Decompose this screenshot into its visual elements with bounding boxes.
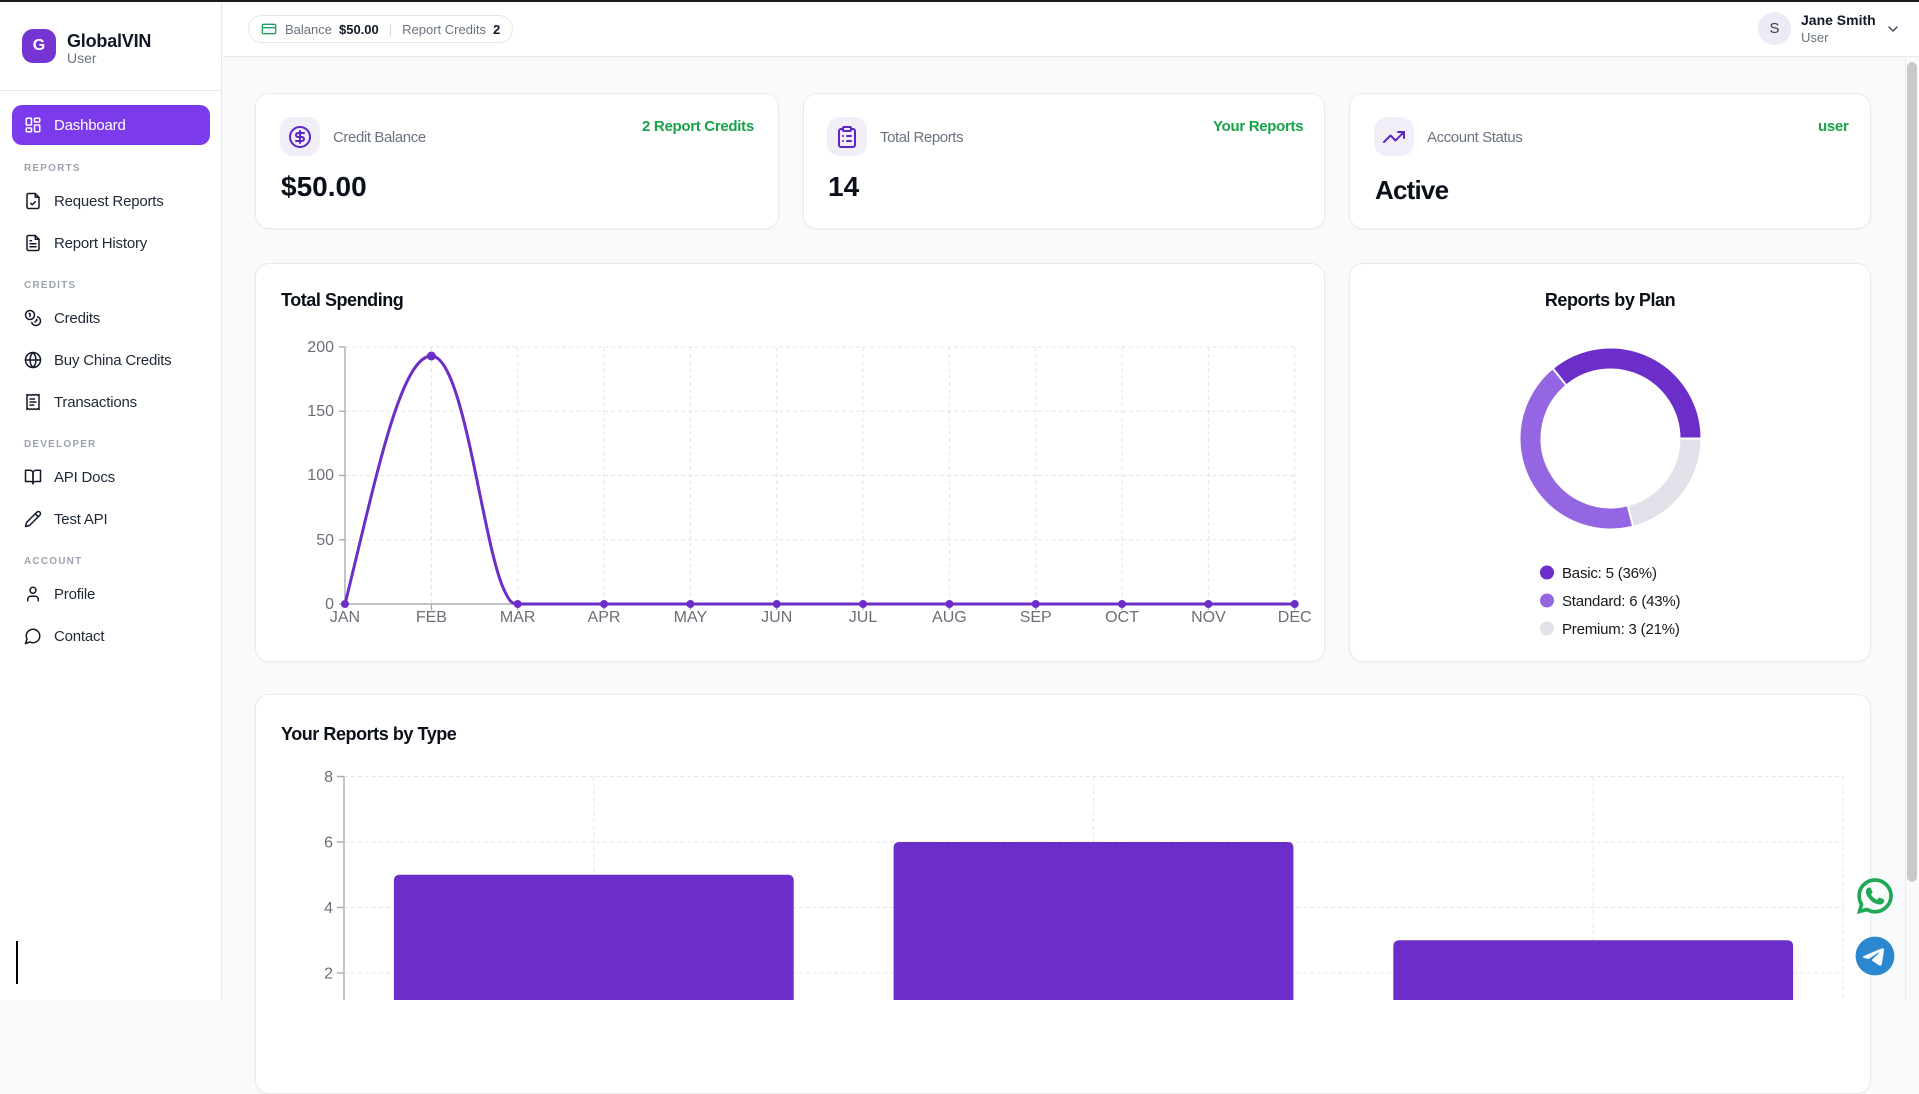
svg-text:2: 2 (324, 966, 333, 983)
svg-text:6: 6 (324, 835, 333, 852)
svg-text:150: 150 (307, 403, 334, 420)
svg-text:AUG: AUG (932, 609, 967, 626)
svg-text:JUN: JUN (761, 609, 792, 626)
svg-text:DEC: DEC (1278, 609, 1312, 626)
svg-text:4: 4 (324, 900, 333, 917)
svg-text:MAY: MAY (674, 609, 708, 626)
svg-text:Standard: 6 (43%): Standard: 6 (43%) (1562, 593, 1681, 610)
svg-text:0: 0 (325, 596, 334, 613)
svg-text:NOV: NOV (1191, 609, 1226, 626)
svg-text:Basic: 5 (36%): Basic: 5 (36%) (1562, 565, 1657, 582)
svg-text:8: 8 (324, 769, 333, 786)
svg-text:FEB: FEB (416, 609, 447, 626)
svg-text:JAN: JAN (330, 609, 360, 626)
svg-text:100: 100 (307, 467, 334, 484)
svg-text:MAR: MAR (500, 609, 536, 626)
svg-text:50: 50 (316, 532, 334, 549)
svg-text:SEP: SEP (1020, 609, 1052, 626)
svg-text:JUL: JUL (849, 609, 878, 626)
svg-text:Premium: 3 (21%): Premium: 3 (21%) (1562, 621, 1680, 638)
svg-text:OCT: OCT (1105, 609, 1139, 626)
svg-text:200: 200 (307, 339, 334, 356)
svg-text:APR: APR (588, 609, 621, 626)
